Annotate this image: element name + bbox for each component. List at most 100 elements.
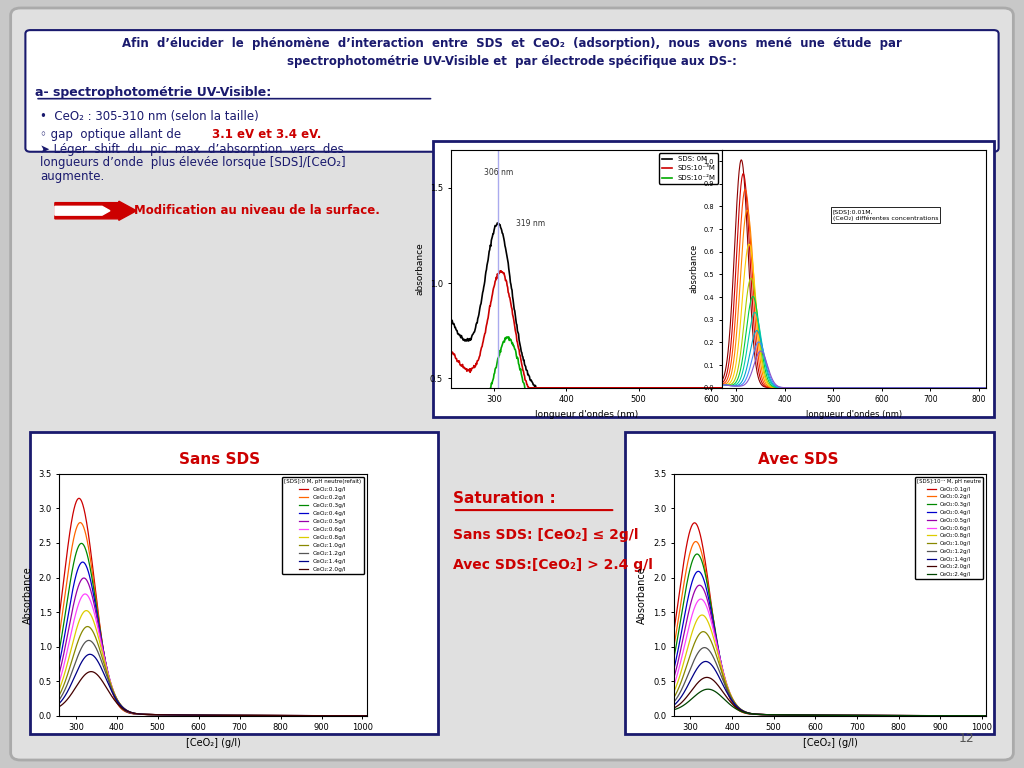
CeO₂:1.0g/l (318, 711, 331, 720)
CeO₂:0.6g/l (668, 681, 680, 690)
CeO₂:0.5g/l (287, 711, 299, 720)
CeO₂:1.0g/l (850, 711, 862, 720)
CeO₂:2.0g/l (687, 684, 699, 694)
CeO₂:0.4g/l (72, 564, 84, 573)
CeO₂:1.2g/l (867, 711, 880, 720)
Y-axis label: absorbance: absorbance (416, 243, 424, 295)
CeO₂:0.5g/l (240, 711, 252, 720)
CeO₂:0.4g/l (937, 711, 949, 720)
CeO₂:0.5g/l (232, 711, 245, 720)
Text: 12: 12 (958, 732, 974, 745)
CeO₂:2.0g/l (360, 711, 373, 720)
CeO₂:2.4g/l (687, 694, 699, 703)
CeO₂:0.6g/l (72, 601, 84, 610)
CeO₂:1.4g/l (240, 711, 252, 720)
CeO₂:0.1g/l (249, 711, 261, 720)
Line: CeO₂:0.4g/l: CeO₂:0.4g/l (59, 562, 367, 716)
CeO₂:2.0g/l (85, 667, 97, 676)
CeO₂:2.4g/l (850, 711, 862, 720)
CeO₂:0.2g/l (668, 643, 680, 652)
CeO₂:0.4g/l (850, 711, 862, 720)
CeO₂:0.6g/l (287, 711, 299, 720)
CeO₂:2.0g/l (867, 711, 880, 720)
CeO₂:0.3g/l (287, 711, 299, 720)
CeO₂:2.0g/l (937, 711, 949, 720)
CeO₂:0.3g/l (937, 711, 949, 720)
CeO₂:0.5g/l (867, 711, 880, 720)
Y-axis label: absorbance: absorbance (689, 244, 698, 293)
CeO₂:0.3g/l (72, 542, 84, 551)
CeO₂:1.0g/l (53, 690, 66, 700)
CeO₂:0.5g/l (850, 711, 862, 720)
CeO₂:1.4g/l (360, 711, 373, 720)
CeO₂:1.0g/l (668, 694, 680, 703)
CeO₂:0.2g/l (858, 711, 870, 720)
Line: CeO₂:0.4g/l: CeO₂:0.4g/l (674, 571, 986, 716)
CeO₂:0.8g/l (905, 711, 918, 720)
CeO₂:1.2g/l (937, 711, 949, 720)
CeO₂:0.6g/l (360, 711, 373, 720)
Y-axis label: Absorbance: Absorbance (637, 566, 647, 624)
Line: CeO₂:1.4g/l: CeO₂:1.4g/l (59, 654, 367, 716)
Line: CeO₂:0.1g/l: CeO₂:0.1g/l (59, 498, 367, 716)
CeO₂:0.1g/l (858, 711, 870, 720)
CeO₂:0.2g/l (74, 518, 86, 527)
CeO₂:1.2g/l (53, 695, 66, 704)
CeO₂:1.0g/l (81, 622, 93, 631)
CeO₂:1.2g/l (687, 658, 699, 667)
Text: Saturation :: Saturation : (453, 491, 556, 506)
CeO₂:2.0g/l (668, 703, 680, 713)
CeO₂:1.0g/l (905, 711, 918, 720)
CeO₂:1.2g/l (232, 711, 245, 720)
CeO₂:0.8g/l (360, 711, 373, 720)
CeO₂:2.0g/l (249, 711, 261, 720)
Legend: CeO₂:0.1g/l, CeO₂:0.2g/l, CeO₂:0.3g/l, CeO₂:0.4g/l, CeO₂:0.5g/l, CeO₂:0.6g/l, Ce: CeO₂:0.1g/l, CeO₂:0.2g/l, CeO₂:0.3g/l, C… (282, 477, 364, 574)
Line: CeO₂:0.5g/l: CeO₂:0.5g/l (674, 585, 986, 716)
CeO₂:0.3g/l (318, 711, 331, 720)
CeO₂:0.8g/l (80, 606, 92, 615)
Line: CeO₂:0.8g/l: CeO₂:0.8g/l (59, 611, 367, 716)
Text: 319 nm: 319 nm (516, 219, 545, 228)
CeO₂:0.2g/l (232, 711, 245, 720)
CeO₂:0.1g/l (72, 494, 84, 503)
CeO₂:0.3g/l (360, 711, 373, 720)
Line: CeO₂:1.0g/l: CeO₂:1.0g/l (674, 631, 986, 716)
CeO₂:0.1g/l (232, 711, 245, 720)
CeO₂:0.2g/l (980, 711, 992, 720)
CeO₂:0.3g/l (691, 549, 703, 558)
FancyBboxPatch shape (625, 432, 993, 734)
FancyBboxPatch shape (433, 141, 993, 417)
CeO₂:2.0g/l (850, 711, 862, 720)
CeO₂:0.6g/l (937, 711, 949, 720)
CeO₂:0.8g/l (318, 711, 331, 720)
CeO₂:1.4g/l (84, 650, 96, 659)
CeO₂:0.3g/l (905, 711, 918, 720)
CeO₂:0.1g/l (905, 711, 918, 720)
Line: CeO₂:0.3g/l: CeO₂:0.3g/l (674, 554, 986, 716)
CeO₂:2.4g/l (702, 684, 715, 694)
Line: CeO₂:0.5g/l: CeO₂:0.5g/l (59, 578, 367, 716)
CeO₂:1.2g/l (905, 711, 918, 720)
FancyArrow shape (55, 207, 110, 215)
CeO₂:0.6g/l (240, 711, 252, 720)
Line: CeO₂:0.3g/l: CeO₂:0.3g/l (59, 544, 367, 716)
CeO₂:1.2g/l (980, 711, 992, 720)
Text: Avec SDS:[CeO₂] > 2.4 g/l: Avec SDS:[CeO₂] > 2.4 g/l (453, 558, 653, 571)
CeO₂:1.0g/l (72, 636, 84, 645)
CeO₂:0.4g/l (867, 711, 880, 720)
CeO₂:0.8g/l (858, 711, 870, 720)
CeO₂:0.4g/l (692, 567, 705, 576)
Line: CeO₂:1.2g/l: CeO₂:1.2g/l (674, 647, 986, 716)
Line: CeO₂:1.0g/l: CeO₂:1.0g/l (59, 627, 367, 716)
CeO₂:1.4g/l (72, 664, 84, 674)
Text: Modification au niveau de la surface.: Modification au niveau de la surface. (133, 204, 380, 217)
CeO₂:0.8g/l (53, 684, 66, 694)
CeO₂:2.0g/l (700, 673, 713, 682)
Text: [SDS]:0.01M,
(CeO₂) différentes concentrations: [SDS]:0.01M, (CeO₂) différentes concentr… (833, 209, 938, 220)
CeO₂:0.2g/l (53, 630, 66, 639)
CeO₂:0.2g/l (867, 711, 880, 720)
CeO₂:2.0g/l (53, 702, 66, 711)
CeO₂:1.4g/l (53, 699, 66, 708)
CeO₂:0.2g/l (318, 711, 331, 720)
CeO₂:0.4g/l (980, 711, 992, 720)
